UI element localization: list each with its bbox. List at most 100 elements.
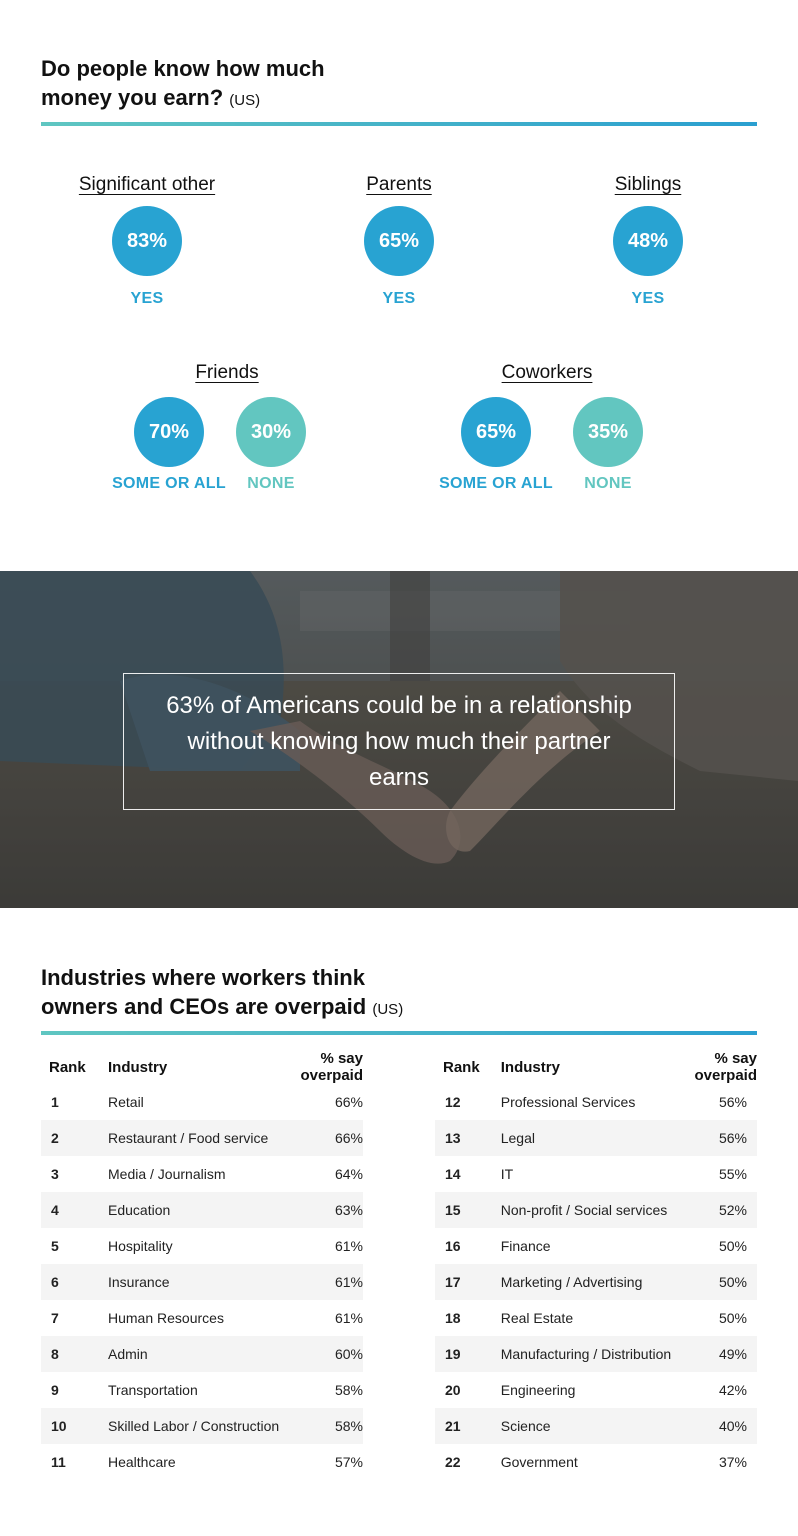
- industry-cell: Real Estate: [500, 1310, 574, 1326]
- quote-text: 63% of Americans could be in a relations…: [166, 691, 632, 791]
- rank-cell: 10: [41, 1408, 108, 1444]
- table-row: 1 Retail 66%: [41, 1084, 363, 1120]
- rank-cell: 12: [445, 1094, 461, 1110]
- answer-label: NONE: [584, 475, 632, 492]
- hands-photo-illustration: [0, 571, 798, 908]
- rank-cell: 2: [41, 1120, 108, 1156]
- pct-cell: 49%: [694, 1336, 757, 1372]
- pct-cell: 50%: [718, 1238, 747, 1254]
- rank-cell: 11: [51, 1454, 66, 1470]
- pct-cell: 66%: [288, 1120, 363, 1156]
- industry-cell: Hospitality: [108, 1238, 173, 1254]
- rank-cell: 19: [435, 1336, 501, 1372]
- rank-cell: 7: [51, 1310, 59, 1326]
- table-row: 15 Non-profit / Social services 52%: [435, 1192, 757, 1228]
- industry-cell: Engineering: [500, 1382, 576, 1398]
- industry-table-left: Rank Industry % say overpaid 1 Retail 66% 2…: [41, 1050, 363, 1480]
- rank-cell: 9: [51, 1382, 59, 1398]
- rank-cell: 1: [51, 1094, 59, 1110]
- group-parents: Parents 65% YES: [289, 174, 509, 308]
- rank-cell: 13: [435, 1120, 501, 1156]
- rank-cell: 14: [445, 1166, 461, 1182]
- table-row: 4 Education 63%: [41, 1192, 363, 1228]
- percent-circle: 30%: [236, 397, 306, 467]
- coworkers-some-col: 65% SOME OR ALL: [431, 397, 561, 493]
- percent-circle: 48%: [613, 206, 683, 276]
- industry-cell: Government: [500, 1454, 578, 1470]
- pct-header: % say overpaid: [694, 1050, 758, 1084]
- table-header: Rank Industry % say overpaid: [41, 1050, 363, 1084]
- pct-cell: 61%: [334, 1310, 363, 1326]
- group-label: Siblings: [614, 174, 682, 195]
- section1-title-line1: Do people know how much: [41, 56, 325, 81]
- group-coworkers-label: Coworkers: [437, 362, 657, 384]
- quote-box: 63% of Americans could be in a relations…: [123, 673, 675, 810]
- industry-cell: Retail: [108, 1094, 144, 1110]
- table-row: 7 Human Resources 61%: [41, 1300, 363, 1336]
- table-row: 17 Marketing / Advertising 50%: [435, 1264, 757, 1300]
- section1-divider: [41, 122, 757, 126]
- industry-header: Industry: [108, 1058, 168, 1076]
- section2-region: (US): [372, 1001, 404, 1018]
- rank-cell: 3: [51, 1166, 59, 1182]
- rank-cell: 15: [435, 1192, 501, 1228]
- rank-cell: 6: [41, 1264, 108, 1300]
- pct-cell: 61%: [288, 1264, 363, 1300]
- industry-cell: Healthcare: [108, 1454, 176, 1470]
- table-row: 6 Insurance 61%: [41, 1264, 363, 1300]
- industry-cell: IT: [500, 1166, 514, 1182]
- section1-title-line2: money you earn?: [41, 85, 224, 110]
- pct-cell: 63%: [288, 1192, 363, 1228]
- group-label: Friends: [195, 362, 259, 383]
- table-row: 14 IT 55%: [435, 1156, 757, 1192]
- industry-cell: Manufacturing / Distribution: [500, 1336, 695, 1372]
- friends-none-col: 30% NONE: [221, 397, 321, 493]
- industry-cell: Human Resources: [108, 1310, 224, 1326]
- table-row: 13 Legal 56%: [435, 1120, 757, 1156]
- pct-cell: 58%: [288, 1408, 363, 1444]
- table-row: 18 Real Estate 50%: [435, 1300, 757, 1336]
- table-row: 9 Transportation 58%: [41, 1372, 363, 1408]
- rank-cell: 17: [435, 1264, 501, 1300]
- group-coworkers: 65% SOME OR ALL 35% NONE: [431, 397, 658, 493]
- pct-cell: 57%: [334, 1454, 363, 1470]
- industry-cell: Media / Journalism: [108, 1166, 226, 1182]
- industry-cell: Transportation: [108, 1382, 198, 1398]
- pct-cell: 40%: [694, 1408, 757, 1444]
- pct-header: % say overpaid: [300, 1050, 363, 1084]
- pct-cell: 61%: [334, 1238, 363, 1254]
- industry-cell: Non-profit / Social services: [500, 1192, 695, 1228]
- percent-circle: 83%: [112, 206, 182, 276]
- industry-cell: Admin: [108, 1336, 288, 1372]
- pct-cell: 52%: [694, 1192, 757, 1228]
- rank-cell: 22: [445, 1454, 461, 1470]
- group-friends-label: Friends: [117, 362, 337, 384]
- table-row: 19 Manufacturing / Distribution 49%: [435, 1336, 757, 1372]
- industry-cell: Skilled Labor / Construction: [108, 1408, 288, 1444]
- table-row: 12 Professional Services 56%: [435, 1084, 757, 1120]
- rank-cell: 21: [435, 1408, 501, 1444]
- rank-cell: 16: [445, 1238, 461, 1254]
- table-row: 3 Media / Journalism 64%: [41, 1156, 363, 1192]
- pct-cell: 56%: [694, 1120, 757, 1156]
- industry-cell: Finance: [500, 1238, 551, 1254]
- section2-divider: [41, 1031, 757, 1035]
- hands-photo-banner: 63% of Americans could be in a relations…: [0, 571, 798, 908]
- answer-label: YES: [382, 290, 416, 307]
- table-row: 20 Engineering 42%: [435, 1372, 757, 1408]
- rank-cell: 4: [41, 1192, 108, 1228]
- section2-title: Industries where workers think owners an…: [41, 963, 403, 1024]
- group-friends: 70% SOME OR ALL 30% NONE: [104, 397, 321, 493]
- industry-cell: Professional Services: [500, 1094, 636, 1110]
- rank-cell: 20: [445, 1382, 461, 1398]
- pct-cell: 50%: [694, 1264, 757, 1300]
- industry-header: Industry: [500, 1058, 560, 1076]
- table-row: 5 Hospitality 61%: [41, 1228, 363, 1264]
- percent-circle: 65%: [461, 397, 531, 467]
- pct-cell: 56%: [718, 1094, 747, 1110]
- table-header: Rank Industry % say overpaid: [435, 1050, 757, 1084]
- group-siblings: Siblings 48% YES: [538, 174, 758, 308]
- answer-label: SOME OR ALL: [439, 475, 553, 492]
- rank-cell: 8: [41, 1336, 108, 1372]
- pct-cell: 66%: [334, 1094, 363, 1110]
